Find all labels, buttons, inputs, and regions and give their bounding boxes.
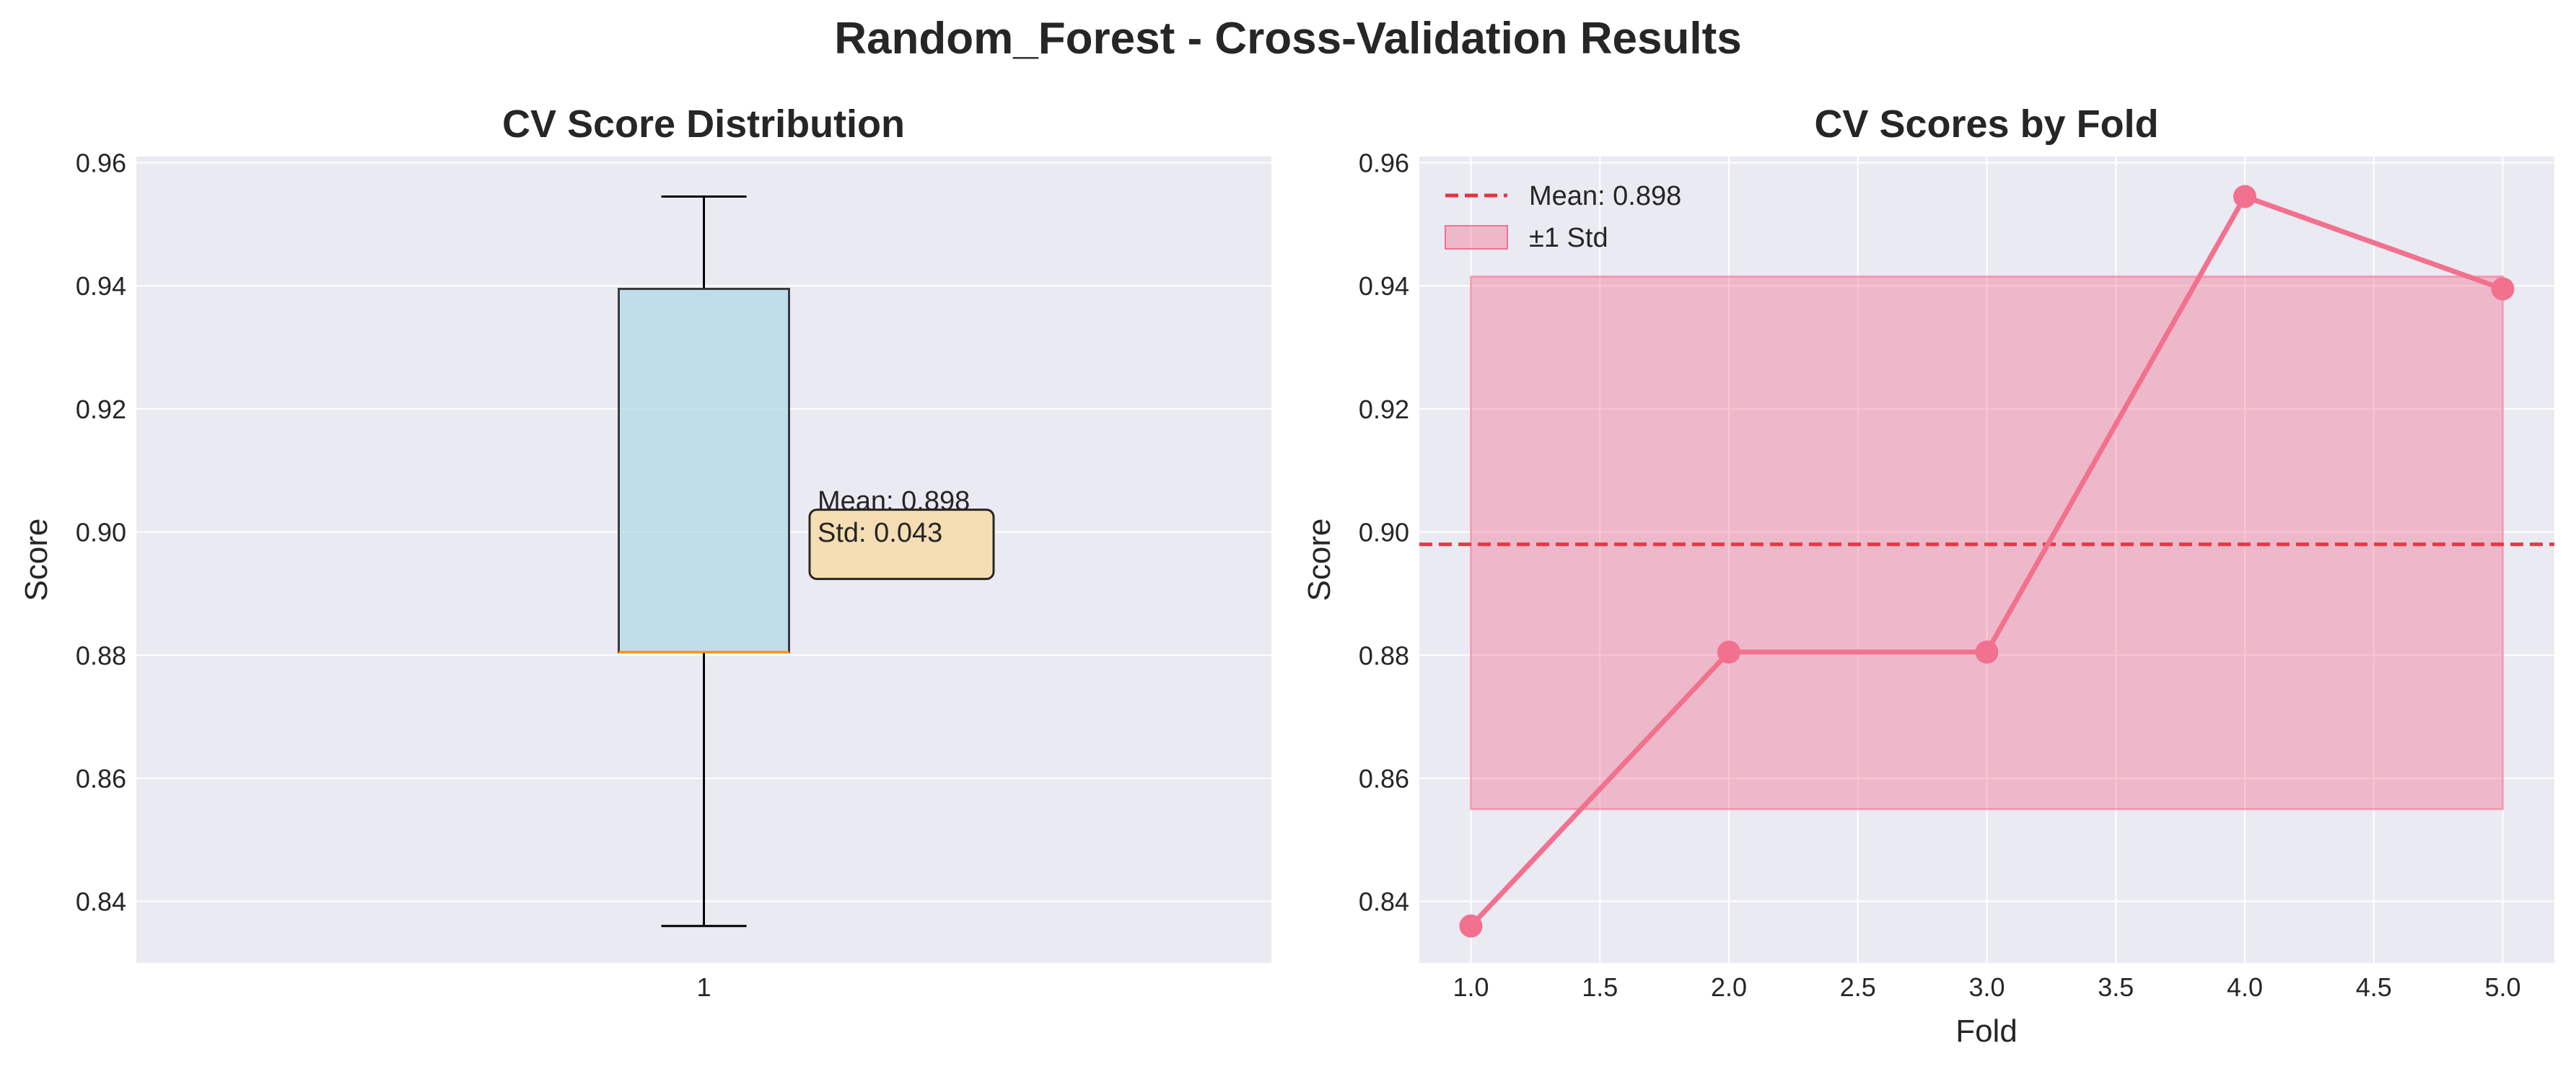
legend-mean-label: Mean: 0.898 xyxy=(1529,181,1681,211)
boxplot-panel: 0.84 0.86 0.88 0.90 0.92 0.94 0.96 1 CV Score … xyxy=(19,102,1271,1002)
boxplot-y-tick-label: 0.88 xyxy=(76,641,126,670)
fold-y-tick-label: 0.96 xyxy=(1359,149,1409,178)
legend-std-swatch xyxy=(1445,225,1508,250)
boxplot-y-tick-label: 0.84 xyxy=(76,887,126,917)
stats-annotation: Mean: 0.898 Std: 0.043 xyxy=(808,486,995,581)
fold-y-tick-label: 0.92 xyxy=(1359,395,1409,424)
stats-annotation-std: Std: 0.043 xyxy=(818,518,942,548)
fold-x-tick-label: 4.0 xyxy=(2227,972,2263,1002)
boxplot-marks xyxy=(618,195,790,928)
fold-y-tick-label: 0.94 xyxy=(1359,271,1409,301)
fold-title: CV Scores by Fold xyxy=(1814,102,2158,146)
fold-x-tick-label: 1.0 xyxy=(1453,972,1489,1002)
fold-y-tick-label: 0.84 xyxy=(1359,887,1409,917)
boxplot-y-tick-label: 0.90 xyxy=(76,518,126,547)
figure-title: Random_Forest - Cross-Validation Results xyxy=(834,14,1742,63)
fold-point xyxy=(2233,185,2256,208)
fold-x-tick-label: 3.5 xyxy=(2098,972,2134,1002)
boxplot-y-tick-label: 0.86 xyxy=(76,764,126,793)
fold-y-tick-label: 0.86 xyxy=(1359,764,1409,793)
boxplot-y-tick-label: 0.96 xyxy=(76,149,126,178)
legend-std-label: ±1 Std xyxy=(1529,223,1608,253)
fold-point xyxy=(1717,641,1740,664)
fold-series-layer xyxy=(1459,185,2515,938)
fold-x-tick-label: 1.5 xyxy=(1582,972,1618,1002)
fold-point xyxy=(1975,641,1999,664)
fold-y-tick-label: 0.90 xyxy=(1359,518,1409,547)
fold-y-tick-label: 0.88 xyxy=(1359,641,1409,670)
boxplot-y-tick-label: 0.92 xyxy=(76,395,126,424)
stats-annotation-mean: Mean: 0.898 xyxy=(818,486,970,516)
fold-x-tick-label: 2.5 xyxy=(1840,972,1876,1002)
fold-x-tick-label: 4.5 xyxy=(2356,972,2392,1002)
fold-point xyxy=(1459,914,1483,938)
fold-x-tick-label: 5.0 xyxy=(2484,972,2520,1002)
boxplot-y-ticks: 0.84 0.86 0.88 0.90 0.92 0.94 0.96 xyxy=(76,149,126,917)
boxplot-y-tick-label: 0.94 xyxy=(76,271,126,301)
boxplot-x-tick-label: 1 xyxy=(696,972,711,1002)
boxplot-box xyxy=(618,287,790,654)
boxplot-x-ticks: 1 xyxy=(696,972,711,1002)
stats-annotation-box xyxy=(808,509,995,581)
fold-y-axis-label: Score xyxy=(1302,519,1337,602)
boxplot-title: CV Score Distribution xyxy=(502,102,905,146)
fold-x-axis-label: Fold xyxy=(1955,1013,2018,1049)
boxplot-y-axis-label: Score xyxy=(19,519,54,602)
fold-y-ticks: 0.84 0.86 0.88 0.90 0.92 0.94 0.96 xyxy=(1359,149,1409,917)
fold-legend: Mean: 0.898 ±1 Std xyxy=(1445,181,1681,253)
fold-point xyxy=(2491,277,2515,301)
fold-line-panel: 0.84 0.86 0.88 0.90 0.92 0.94 0.96 1.0 1.5 2.0 2.… xyxy=(1302,102,2554,1049)
fold-x-ticks: 1.0 1.5 2.0 2.5 3.0 3.5 4.0 4.5 5.0 xyxy=(1453,972,2520,1002)
fold-x-tick-label: 2.0 xyxy=(1711,972,1747,1002)
fold-x-tick-label: 3.0 xyxy=(1968,972,2005,1002)
